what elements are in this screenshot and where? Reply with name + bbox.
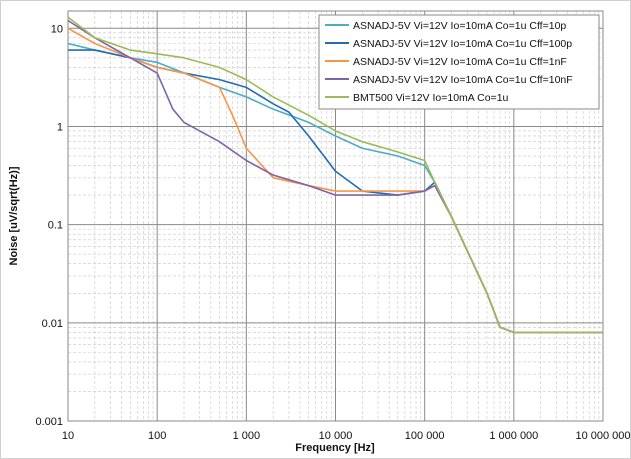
legend-label: ASNADJ-5V Vi=12V Io=10mA Co=1u Cff=100p xyxy=(353,38,572,50)
x-tick-label: 100 000 xyxy=(405,430,445,442)
x-tick-label: 100 xyxy=(148,430,166,442)
legend-label: ASNADJ-5V Vi=12V Io=10mA Co=1u Cff=1nF xyxy=(353,56,567,68)
x-axis-title: Frequency [Hz] xyxy=(295,442,375,454)
y-tick-label: 10 xyxy=(51,23,63,35)
y-tick-label: 0.1 xyxy=(48,220,63,232)
y-axis-title: Noise [uV/sqrt(Hz)] xyxy=(8,166,20,265)
series-group xyxy=(67,16,603,334)
legend-box xyxy=(318,14,600,110)
y-tick-label: 0.01 xyxy=(42,318,63,330)
y-tick-label: 0.001 xyxy=(35,416,63,428)
series-line-5-bmt500-vi-12v-io-10ma-co-1u xyxy=(67,16,603,334)
legend-label: BMT500 Vi=12V Io=10mA Co=1u xyxy=(353,92,509,104)
legend-label: ASNADJ-5V Vi=12V Io=10mA Co=1u Cff=10p xyxy=(353,20,566,32)
x-tick-label: 1 000 000 xyxy=(489,430,538,442)
x-tick-label: 10 xyxy=(62,430,74,442)
legend-label: ASNADJ-5V Vi=12V Io=10mA Co=1u Cff=10nF xyxy=(353,74,573,86)
y-tick-label: 1 xyxy=(57,121,63,133)
legend-items: ASNADJ-5V Vi=12V Io=10mA Co=1u Cff=10p AS… xyxy=(325,20,573,104)
legend: ASNADJ-5V Vi=12V Io=10mA Co=1u Cff=10p AS… xyxy=(318,14,600,110)
x-tick-label: 1 000 xyxy=(233,430,261,442)
x-tick-label: 10 000 000 xyxy=(575,430,630,442)
x-tick-label: 10 000 xyxy=(319,430,353,442)
x-tick-labels: 10 100 1 000 10 000 100 000 1 000 000 10 000 0… xyxy=(62,430,630,442)
plot-area-border xyxy=(67,10,604,422)
y-tick-labels: 10 1 0.1 0.01 0.001 xyxy=(35,23,63,428)
